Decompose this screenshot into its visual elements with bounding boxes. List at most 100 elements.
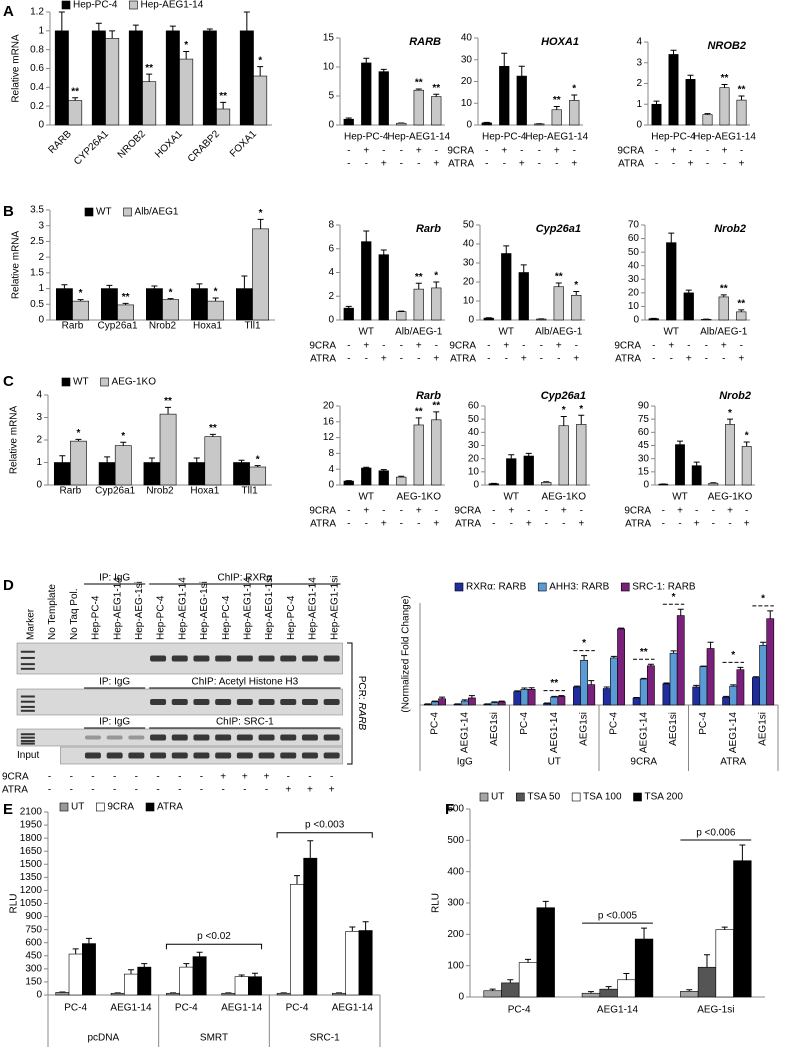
bar [343, 118, 354, 126]
treatment-mark: - [705, 354, 708, 365]
bar [557, 696, 566, 706]
error-bar [128, 969, 134, 975]
gel-band [215, 734, 232, 741]
bar [691, 465, 702, 486]
significance: ** [415, 78, 423, 89]
chart-title: Rarb [416, 390, 441, 402]
bar [188, 462, 206, 486]
bar [483, 990, 502, 998]
bar [110, 992, 125, 996]
treatment-mark: - [538, 146, 541, 157]
legend-label: SRC-1: RARB [632, 582, 696, 593]
treatment-mark: + [416, 506, 422, 517]
treatment-mark: - [400, 519, 403, 530]
treatment-mark: + [671, 146, 677, 157]
y-tick-label: 30 [628, 274, 640, 285]
x-tick-label: Tll1 [244, 321, 261, 332]
y-tick-label: 300 [25, 963, 42, 974]
treatment-mark: + [738, 354, 744, 365]
y-tick-label: 1 [38, 283, 44, 294]
error-bar [461, 699, 468, 702]
error-bar [257, 66, 264, 77]
treatment-mark: + [264, 772, 270, 783]
y-tick-label: 20 [468, 453, 480, 464]
bar [207, 300, 225, 321]
legend-label: Hep-PC-4 [73, 0, 118, 11]
gel-header: ChIP: RXRα [218, 573, 273, 584]
significance: * [572, 84, 576, 95]
chart-title: Cyp26a1 [536, 223, 581, 235]
error-bar [578, 414, 585, 425]
group-label: IgG [457, 757, 473, 768]
bar [602, 688, 611, 706]
treatment-mark: - [662, 519, 665, 530]
chart-title: Rarb [416, 223, 441, 235]
treatment-mark: - [70, 772, 73, 783]
treatment-mark: - [365, 354, 368, 365]
significance: * [434, 271, 438, 282]
y-tick-label: 2 [328, 291, 334, 302]
x-tick-label: AEG1-14 [332, 1003, 374, 1014]
y-tick-label: 1650 [20, 846, 43, 857]
y-tick-label: 40 [468, 427, 480, 438]
treatment-mark: - [243, 785, 246, 796]
bar [639, 678, 648, 706]
bar [576, 424, 587, 486]
treatment-mark: - [200, 785, 203, 796]
legend-label: 9CRA [107, 802, 134, 813]
gel-ladder [20, 650, 35, 653]
y-tick-label: 500 [447, 835, 464, 846]
group-label: UT [548, 757, 561, 768]
legend-swatch [123, 207, 132, 217]
treatment-mark: - [435, 146, 438, 157]
treatment-mark: + [571, 159, 577, 170]
lane-label: Marker [25, 608, 36, 640]
x-tick-label: Nrob2 [149, 321, 177, 332]
panel-label: A [3, 3, 14, 20]
x-tick-label: AEG1-14 [597, 1005, 639, 1016]
treatment-mark: - [510, 519, 513, 530]
error-bar [603, 686, 610, 689]
error-bar [721, 926, 728, 930]
gel-ladder [20, 740, 35, 743]
error-bar [693, 461, 700, 466]
y-tick-label: 50 [628, 247, 640, 258]
significance: * [214, 287, 218, 298]
significance: * [77, 428, 81, 439]
y-axis-label: RLU [9, 893, 20, 913]
significance: * [579, 404, 583, 415]
treatment-mark: - [678, 519, 681, 530]
bar [719, 87, 730, 126]
legend-swatch [479, 792, 489, 802]
y-tick-label: 2 [636, 78, 642, 89]
y-tick-label: 8 [328, 220, 334, 231]
legend-swatch [61, 377, 71, 387]
significance: * [745, 431, 749, 442]
treatment-mark: + [722, 146, 728, 157]
treatment-mark: + [381, 159, 387, 170]
treatment-mark: + [433, 159, 439, 170]
chart-title: RARB [409, 36, 441, 48]
error-bar [721, 84, 728, 88]
error-bar [206, 28, 213, 31]
bar [248, 976, 262, 996]
y-tick-label: 1 [636, 99, 642, 110]
error-bar [345, 117, 352, 120]
x-tick-label: AEG1si [489, 712, 500, 746]
gel-band [280, 752, 297, 759]
chart-title: HOXA1 [541, 36, 579, 48]
y-tick-label: 20 [463, 277, 475, 288]
chart-title: Nrob2 [719, 390, 751, 402]
error-bar [257, 218, 264, 229]
error-bar [196, 951, 203, 957]
error-bar [241, 275, 248, 289]
treatment-mark: - [492, 506, 495, 517]
gel-ladder [20, 700, 35, 703]
bar [558, 425, 569, 486]
y-tick-label: 300 [447, 898, 464, 909]
gel-band [171, 699, 188, 705]
annotation: * [761, 593, 765, 604]
bar [617, 979, 636, 998]
error-bar [75, 438, 82, 442]
lane-label: Hep-AEG1-14 [308, 577, 319, 640]
